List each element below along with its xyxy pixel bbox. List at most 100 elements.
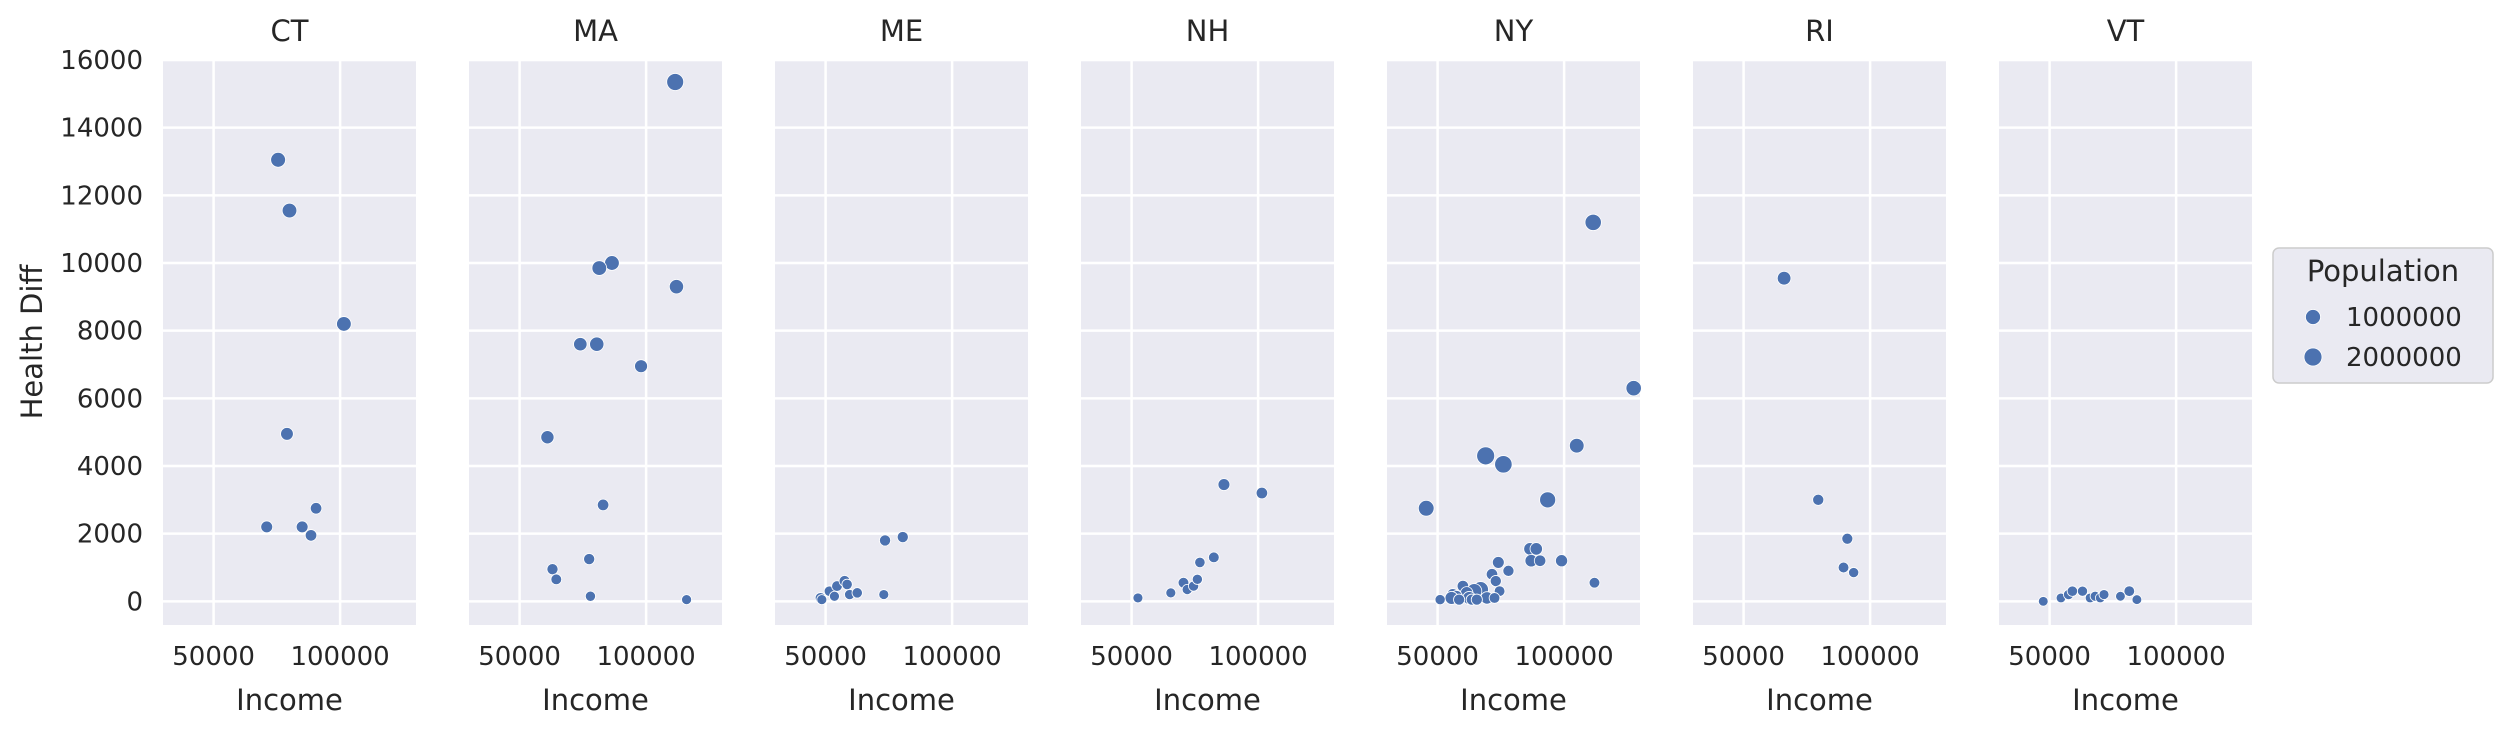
y-tick-label: 16000 [60, 46, 143, 76]
data-point [2123, 585, 2136, 597]
facet-title: NY [1494, 14, 1534, 48]
data-point [1812, 493, 1825, 506]
data-point [584, 590, 596, 602]
data-point [1841, 532, 1854, 545]
facet-title: MA [573, 14, 618, 48]
data-point [336, 316, 352, 332]
facet-vt: VT 50000 100000 Income [1999, 14, 2252, 717]
x-tick-label: 100000 [1514, 642, 1613, 672]
data-point [829, 590, 840, 602]
x-tick-label: 100000 [290, 642, 389, 672]
data-point [1588, 576, 1601, 589]
data-point [295, 520, 309, 534]
facet-title: ME [880, 14, 923, 48]
legend-title: Population [2307, 254, 2459, 288]
data-point [540, 430, 555, 445]
data-point [1491, 556, 1505, 569]
x-tick-label: 50000 [1090, 642, 1173, 672]
data-point [1494, 455, 1513, 474]
data-point [851, 587, 863, 599]
data-point [1217, 478, 1231, 491]
data-point [1132, 592, 1144, 604]
plot-background [1081, 60, 1334, 625]
data-point [666, 73, 685, 91]
data-point [591, 260, 608, 276]
data-point [1568, 437, 1585, 454]
data-point [589, 336, 605, 352]
data-point [1625, 380, 1642, 397]
data-point [681, 594, 692, 606]
data-point [1502, 564, 1515, 577]
data-point [550, 573, 563, 586]
x-axis-label: Income [542, 683, 649, 717]
data-point [1453, 593, 1466, 606]
facet-me: ME 50000 100000 Income [775, 14, 1028, 717]
data-point [879, 534, 892, 547]
data-point [1255, 486, 1269, 500]
y-axis-label: Health Diff [15, 264, 49, 420]
data-point [2066, 585, 2078, 597]
plot-background [1387, 60, 1640, 625]
facet-ny: NY 50000 100000 Income [1387, 14, 1642, 717]
legend-entry-label: 2000000 [2346, 343, 2462, 373]
legend-entry-label: 1000000 [2346, 303, 2462, 333]
data-point [596, 498, 610, 512]
legend-marker [2305, 309, 2321, 325]
data-point [1776, 270, 1792, 286]
x-tick-label: 100000 [2126, 642, 2225, 672]
data-point [309, 502, 323, 515]
y-tick-label: 10000 [60, 249, 143, 279]
facet-ma: MA 50000 100000 Income [469, 14, 722, 717]
data-point [1434, 594, 1446, 606]
data-point [1488, 592, 1501, 604]
data-point [583, 553, 596, 566]
plot-background [163, 60, 416, 625]
data-point [546, 563, 559, 576]
y-tick-label: 4000 [77, 452, 143, 482]
x-tick-label: 100000 [902, 642, 1001, 672]
data-point [1539, 491, 1557, 509]
data-point [896, 531, 909, 544]
data-point [668, 279, 685, 295]
y-tick-label: 6000 [77, 384, 143, 414]
data-point [841, 578, 853, 591]
x-tick-label: 50000 [784, 642, 867, 672]
data-point [304, 529, 318, 542]
data-point [260, 520, 274, 534]
data-point [281, 202, 298, 219]
data-point [1837, 561, 1850, 574]
x-axis-label: Income [848, 683, 955, 717]
x-axis-label: Income [1460, 683, 1567, 717]
x-tick-label: 100000 [1820, 642, 1919, 672]
data-point [270, 151, 286, 168]
x-tick-label: 50000 [2008, 642, 2091, 672]
legend-marker [2303, 347, 2323, 367]
legend: Population 1000000 2000000 [2272, 247, 2494, 384]
data-point [1533, 554, 1547, 567]
data-point [1194, 556, 1206, 569]
legend-box [2272, 247, 2494, 384]
plot-background [1999, 60, 2252, 625]
data-point [634, 359, 648, 374]
y-tick-label: 0 [126, 587, 143, 617]
data-point [1489, 575, 1502, 587]
x-axis-label: Income [2072, 683, 2179, 717]
x-tick-label: 100000 [1208, 642, 1307, 672]
plot-background [1693, 60, 1946, 625]
data-point [280, 427, 294, 441]
facet-title: VT [2107, 14, 2145, 48]
data-point [1555, 554, 1569, 568]
data-point [878, 589, 890, 600]
x-tick-label: 50000 [172, 642, 255, 672]
data-point [2038, 596, 2049, 607]
x-axis-label: Income [1766, 683, 1873, 717]
plot-background [775, 60, 1028, 625]
data-point [1476, 446, 1496, 466]
data-point [1417, 500, 1435, 517]
data-point [2098, 589, 2110, 600]
y-tick-label: 14000 [60, 114, 143, 144]
data-point [1584, 213, 1602, 231]
data-point [1191, 573, 1203, 585]
facet-ct: CT 50000 100000 Income 0 2000 4000 6000 8000 1000… [60, 14, 416, 717]
